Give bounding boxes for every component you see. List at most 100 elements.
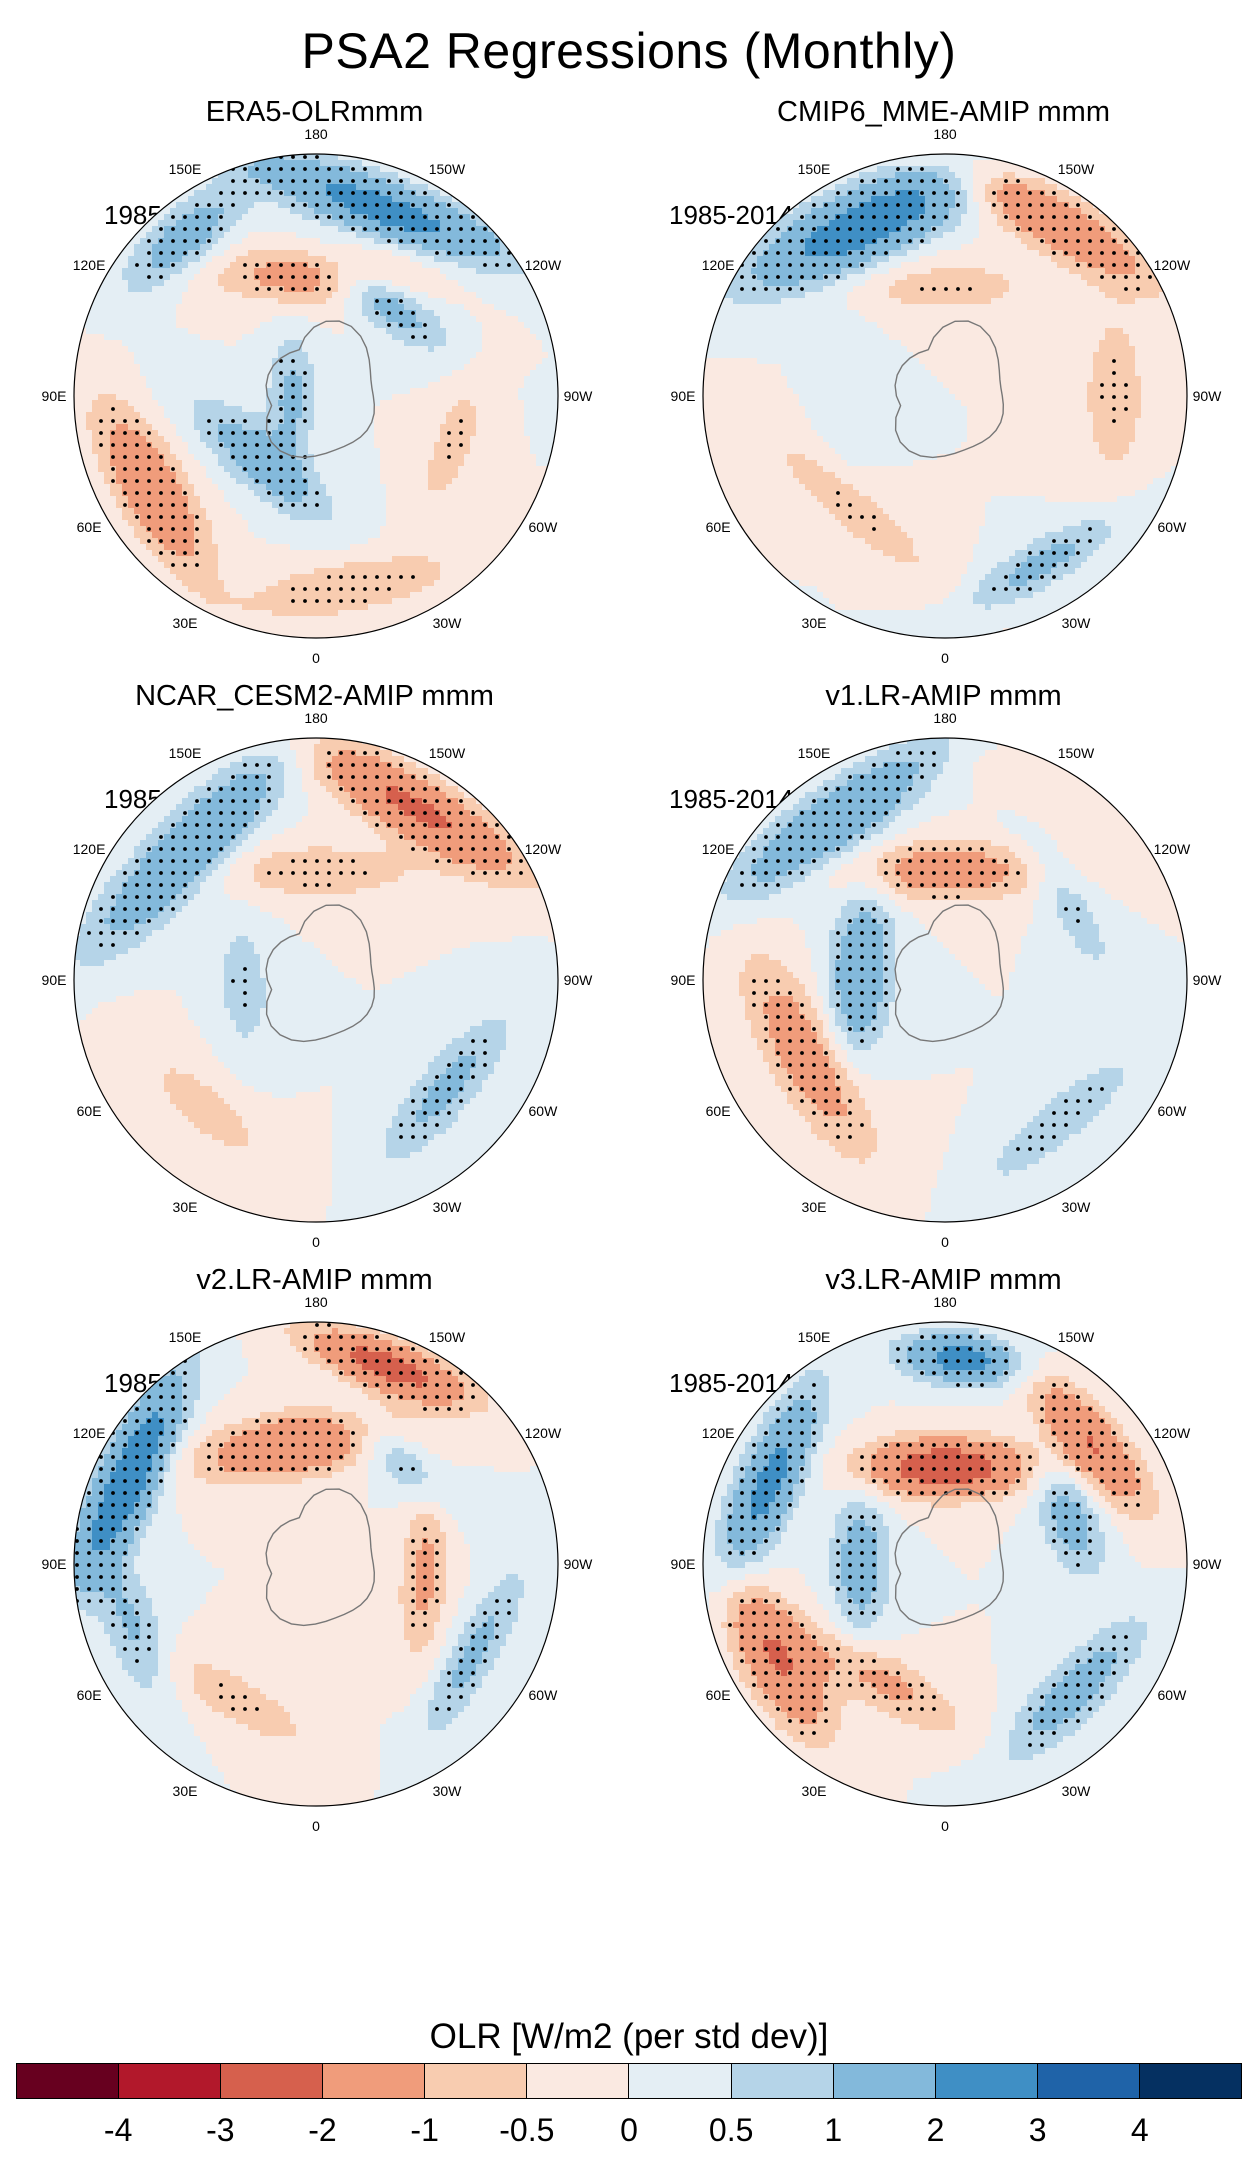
olr-field <box>703 738 1187 1222</box>
longitude-label: 30W <box>433 1783 463 1799</box>
longitude-label: 180 <box>933 1294 957 1310</box>
longitude-label: 60E <box>77 1103 102 1119</box>
colorbar-bin <box>527 2064 630 2098</box>
colorbar-bin <box>1139 2064 1241 2098</box>
colorbar-bin <box>935 2064 1038 2098</box>
map-boundary <box>73 1321 559 1807</box>
longitude-label: 60W <box>529 519 559 535</box>
map-panel: v2.LR-AMIP mmm1985-2014030E60E90E120E150… <box>0 1264 629 1884</box>
longitude-label: 150W <box>429 161 466 177</box>
longitude-label: 150W <box>1058 745 1095 761</box>
longitude-label: 120E <box>702 841 735 857</box>
longitude-label: 180 <box>933 126 957 142</box>
longitude-label: 0 <box>312 650 320 666</box>
longitude-label: 150W <box>1058 1329 1095 1345</box>
colorbar-bin <box>323 2064 426 2098</box>
panel-title: NCAR_CESM2-AMIP mmm <box>0 680 629 713</box>
longitude-label: 120W <box>1154 841 1191 857</box>
longitude-label: 30W <box>1062 615 1092 631</box>
longitude-label: 30E <box>173 615 198 631</box>
longitude-label: 90E <box>671 972 696 988</box>
olr-field <box>74 1322 558 1806</box>
longitude-label: 120W <box>525 257 562 273</box>
longitude-label: 180 <box>304 710 328 726</box>
longitude-label: 60W <box>1158 1687 1188 1703</box>
longitude-label: 60W <box>1158 1103 1188 1119</box>
map-panel: v1.LR-AMIP mmm 1985-2014 0 30E 60E 90E 120E 150… <box>629 680 1258 1300</box>
longitude-label: 90W <box>564 388 594 404</box>
longitude-label: 30W <box>1062 1199 1092 1215</box>
colorbar-tick-label: -4 <box>104 2112 132 2149</box>
antarctica-coastline <box>894 904 1005 1043</box>
polar-map: 0 30E 60E 90E 120E 150E 180 150W 120W 90W 60W 30W <box>671 1294 1223 1834</box>
longitude-label: 150E <box>798 1329 831 1345</box>
longitude-label: 30E <box>173 1783 198 1799</box>
colorbar-tick-label: -2 <box>308 2112 336 2149</box>
panel-period: 1985-2014 <box>669 784 793 815</box>
colorbar-bin <box>833 2064 936 2098</box>
longitude-label: 120E <box>702 257 735 273</box>
colorbar-tick-label: 2 <box>927 2112 945 2149</box>
panel-title: v3.LR-AMIP mmm <box>629 1264 1258 1297</box>
antarctica-coastline <box>265 904 376 1043</box>
longitude-label: 30W <box>433 615 463 631</box>
longitude-label: 60E <box>77 1687 102 1703</box>
colorbar-bin <box>629 2064 732 2098</box>
longitude-label: 0 <box>941 1818 949 1834</box>
longitude-label: 60E <box>77 519 102 535</box>
polar-map: 0 30E 60E 90E 120E 150E 180 150W 120W 90W 60W 30W <box>42 126 594 666</box>
colorbar-label: OLR [W/m2 (per std dev)] <box>0 2017 1258 2057</box>
panel-period: 1985-2014 <box>669 1368 793 1399</box>
colorbar-tick-label: -1 <box>410 2112 438 2149</box>
longitude-label: 60W <box>1158 519 1188 535</box>
colorbar-tick-label: -3 <box>206 2112 234 2149</box>
longitude-label: 150E <box>169 161 202 177</box>
longitude-label: 90E <box>42 972 67 988</box>
longitude-label: 90W <box>1193 972 1223 988</box>
longitude-label: 150W <box>429 745 466 761</box>
longitude-label: 0 <box>941 1234 949 1250</box>
longitude-label: 180 <box>304 1294 328 1310</box>
longitude-label: 150E <box>798 161 831 177</box>
longitude-label: 90E <box>42 388 67 404</box>
longitude-label: 30E <box>802 1199 827 1215</box>
panel-title: CMIP6_MME-AMIP mmm <box>629 96 1258 129</box>
longitude-label: 90E <box>671 388 696 404</box>
polar-map: 0 30E 60E 90E 120E 150E 180 150W 120W 90W 60W 30W <box>42 1294 594 1834</box>
longitude-label: 150E <box>169 745 202 761</box>
polar-map: 0 30E 60E 90E 120E 150E 180 150W 120W 90W 60W 30W <box>671 710 1223 1250</box>
significance-stipple <box>740 751 1104 1151</box>
longitude-label: 150W <box>1058 161 1095 177</box>
longitude-label: 120E <box>73 1425 106 1441</box>
longitude-label: 150E <box>798 745 831 761</box>
longitude-label: 90W <box>1193 1556 1223 1572</box>
longitude-label: 30W <box>1062 1783 1092 1799</box>
panel-title: v2.LR-AMIP mmm <box>0 1264 629 1297</box>
longitude-label: 30W <box>433 1199 463 1215</box>
map-panel: CMIP6_MME-AMIP mmm 1985-2014 0 30E 60E 90E 120… <box>629 96 1258 716</box>
map-boundary <box>73 153 559 639</box>
colorbar-bin <box>731 2064 834 2098</box>
olr-field <box>74 738 558 1222</box>
olr-field <box>74 154 558 638</box>
longitude-label: 120E <box>73 841 106 857</box>
longitude-label: 30E <box>802 615 827 631</box>
significance-stipple <box>728 1335 1140 1747</box>
longitude-label: 90W <box>564 1556 594 1572</box>
olr-field <box>703 1322 1187 1806</box>
longitude-label: 120W <box>1154 257 1191 273</box>
map-boundary <box>702 737 1188 1223</box>
longitude-label: 60E <box>706 1687 731 1703</box>
polar-map: 0 30E 60E 90E 120E 150E 180 150W 120W 90W 60W 30W <box>42 710 594 1250</box>
colorbar-tick-label: 3 <box>1029 2112 1047 2149</box>
longitude-label: 60E <box>706 519 731 535</box>
olr-field <box>703 154 1187 638</box>
longitude-label: 120E <box>73 257 106 273</box>
longitude-label: 150E <box>169 1329 202 1345</box>
colorbar-tick-label: -0.5 <box>499 2112 554 2149</box>
longitude-label: 120W <box>1154 1425 1191 1441</box>
longitude-label: 30E <box>173 1199 198 1215</box>
map-boundary <box>702 1321 1188 1807</box>
panel-period: 1985-2014 <box>669 200 793 231</box>
colorbar-bin <box>221 2064 324 2098</box>
